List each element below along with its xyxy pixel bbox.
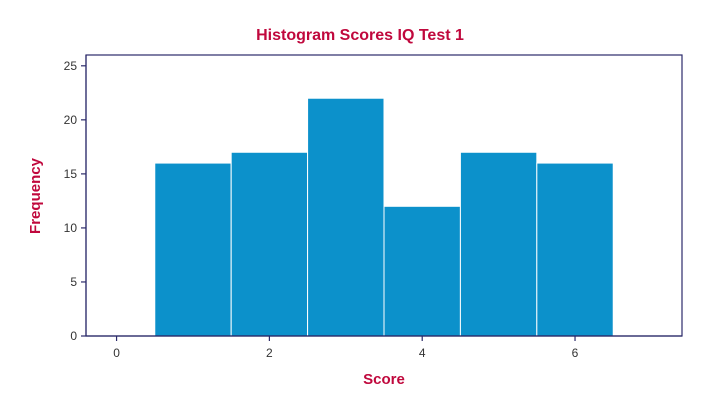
histogram-bar bbox=[383, 205, 461, 337]
x-tick-label: 0 bbox=[113, 346, 120, 360]
x-tick-label: 4 bbox=[419, 346, 426, 360]
y-tick-label: 15 bbox=[64, 167, 78, 181]
y-tick-label: 25 bbox=[64, 59, 78, 73]
x-axis-label: Score bbox=[363, 371, 405, 388]
y-tick-label: 5 bbox=[70, 275, 77, 289]
y-axis-label: Frequency bbox=[27, 157, 44, 234]
histogram-bar bbox=[154, 162, 232, 337]
x-axis: 0 2 4 6 bbox=[86, 335, 682, 360]
y-tick-label: 20 bbox=[64, 113, 78, 127]
y-tick-label: 10 bbox=[64, 221, 78, 235]
histogram-bar bbox=[459, 151, 538, 337]
histogram-bar bbox=[307, 97, 385, 337]
y-tick-label: 0 bbox=[70, 329, 77, 343]
histogram-bar bbox=[536, 162, 614, 337]
y-axis: 0 5 10 15 20 25 bbox=[64, 55, 87, 343]
x-tick-label: 2 bbox=[266, 346, 273, 360]
x-tick-label: 6 bbox=[572, 346, 579, 360]
chart-title: Histogram Scores IQ Test 1 bbox=[256, 27, 464, 44]
histogram-bar bbox=[230, 151, 309, 337]
bars-layer bbox=[154, 97, 614, 337]
